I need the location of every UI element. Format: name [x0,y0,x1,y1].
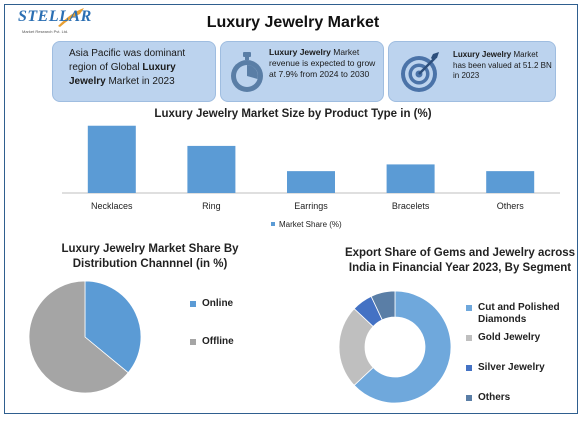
legend-item: Others [466,392,578,404]
stat-card-region-text: Asia Pacific was dominant region of Glob… [69,48,186,87]
export-donut-chart [338,290,452,404]
legend-label: Cut and Polished Diamonds [478,302,560,325]
bar-category-label: Others [497,201,525,211]
legend-swatch [190,300,196,307]
legend-item: Online [190,298,233,309]
page-title: Luxury Jewelry Market [206,14,380,31]
legend-label: Online [202,298,234,309]
distribution-chart-title: Luxury Jewelry Market Share By Distribut… [61,243,239,270]
bar-category-label: Earrings [294,201,328,211]
bar-bracelets [386,164,435,193]
stat-card-growth: Luxury Jewelry Market revenue is expecte… [220,41,384,102]
bar-earrings [287,171,335,193]
legend-item: Cut and Polished Diamonds [466,302,578,326]
legend-swatch [466,335,472,341]
slice-online [84,280,142,374]
logo-swoosh-icon [58,8,84,27]
stat-card-growth-text: Luxury Jewelry Market revenue is expecte… [269,47,376,79]
legend-swatch [190,338,196,345]
legend-label: Others [478,392,511,403]
legend-item: Silver Jewelry [466,362,578,374]
target-icon [397,50,441,99]
slice-offline [28,280,129,394]
slice-cut-and-polished-diamonds [353,290,452,404]
stopwatch-icon [227,50,267,99]
legend-swatch [466,305,472,311]
logo-wordmark: STELLAR [18,8,92,25]
bar-ring [187,145,236,193]
legend-label: Gold Jewelry [478,332,541,343]
legend-item: Gold Jewelry [466,332,578,344]
logo-subtitle: Market Research Pvt. Ltd. [22,29,69,34]
bar-chart: Necklaces Ring Earrings Bracelets Others Mark… [62,125,560,229]
infographic-frame [4,4,578,414]
legend-label: Offline [202,336,234,347]
stat-card-value: Luxury Jewelry Market has been valued at… [388,41,556,102]
bar-chart-title: Luxury Jewelry Market Size by Product Ty… [154,108,432,120]
bar-legend-label: Market Share (%) [279,220,342,229]
bar-category-label: Ring [202,201,221,211]
stat-card-value-text: Luxury Jewelry Market has been valued at… [453,50,552,80]
bar-necklaces [87,125,136,193]
stellar-logo: STELLAR Market Research Pvt. Ltd. [14,6,94,38]
bar-others [486,171,535,193]
legend-label: Silver Jewelry [478,362,545,373]
legend-swatch [466,365,472,371]
export-chart-title: Export Share of Gems and Jewelry across … [344,247,576,274]
legend-item: Offline [190,336,234,347]
stat-card-region: Asia Pacific was dominant region of Glob… [52,41,216,102]
distribution-pie-chart [28,280,142,394]
bar-category-label: Necklaces [91,201,133,211]
bar-category-label: Bracelets [392,201,430,211]
slice-others [370,290,396,321]
legend-swatch [466,395,472,401]
bar-legend-swatch [271,222,275,226]
